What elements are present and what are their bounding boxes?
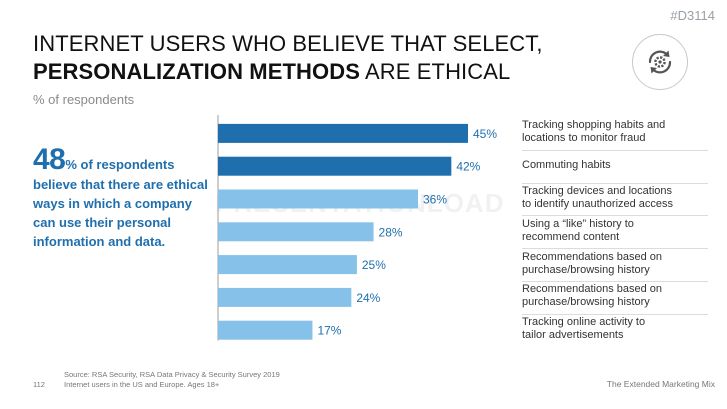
category-label-line: recommend content <box>522 230 620 243</box>
category-label-1: Tracking shopping habits and locations to… <box>522 119 712 145</box>
title-bold-part: PERSONALIZATION METHODS <box>33 59 361 84</box>
callout-text: % of respondents believe that there are … <box>33 157 208 249</box>
bar-3 <box>218 189 418 209</box>
category-label-2: Commuting habits <box>522 159 712 172</box>
category-label-line: Tracking shopping habits and <box>522 119 666 132</box>
bar-value-label-3: 36% <box>423 193 447 207</box>
category-label-4: Using a “like” history to recommend conte… <box>522 218 712 244</box>
category-label-line: Recommendations based on <box>522 283 663 296</box>
page-title: INTERNET USERS WHO BELIEVE THAT SELECT, … <box>33 30 543 86</box>
gear-refresh-icon <box>632 34 688 90</box>
title-line-2: PERSONALIZATION METHODS ARE ETHICAL <box>33 58 543 86</box>
category-separator <box>522 313 708 315</box>
category-separator <box>522 182 708 184</box>
category-label-line: locations to monitor fraud <box>522 132 646 145</box>
category-label-line: to identify unauthorized access <box>522 198 674 210</box>
bar-1 <box>218 123 468 143</box>
category-label-7: Tracking online activity to tailor advert… <box>522 316 712 342</box>
slide-code: #D3114 <box>670 8 715 23</box>
category-label-line: purchase/browsing history <box>522 263 650 276</box>
category-label-line: tailor advertisements <box>522 329 624 342</box>
bar-5 <box>218 255 357 275</box>
title-rest-part: ARE ETHICAL <box>360 59 511 84</box>
bar-value-label-2: 42% <box>456 160 480 174</box>
page-number: 112 <box>33 380 45 389</box>
category-label-line: Commuting habits <box>522 158 611 171</box>
category-label-line: Using a “like” history to <box>522 217 634 230</box>
category-label-line: Recommendations based on <box>522 250 663 263</box>
bar-value-label-7: 17% <box>317 324 341 338</box>
bar-4 <box>218 222 374 242</box>
source-line-1: Source: RSA Security, RSA Data Privacy &… <box>64 370 280 379</box>
category-separator <box>522 281 708 282</box>
callout-number: 48 <box>33 143 66 176</box>
category-label-line: Tracking devices and locations <box>522 185 673 197</box>
bar-value-label-4: 28% <box>379 225 403 239</box>
footer-title: The Extended Marketing Mix <box>606 379 715 389</box>
category-label-3: Tracking devices and locations to identif… <box>522 185 712 211</box>
bar-2 <box>218 156 452 176</box>
bar-6 <box>218 287 352 307</box>
category-label-5: Recommendations based on purchase/browsin… <box>522 251 712 277</box>
bar-value-label-1: 45% <box>473 127 497 141</box>
subtitle: % of respondents <box>33 92 135 107</box>
category-label-line: Tracking online activity to <box>522 316 646 329</box>
category-separator <box>522 149 708 151</box>
title-line-1: INTERNET USERS WHO BELIEVE THAT SELECT, <box>33 31 543 56</box>
bar-7 <box>218 320 313 340</box>
source-note: Source: RSA Security, RSA Data Privacy &… <box>64 370 280 390</box>
bar-value-label-5: 25% <box>362 258 386 272</box>
category-label-line: purchase/browsing history <box>522 296 650 309</box>
category-separator <box>522 248 708 250</box>
callout-statistic: 48% of respondents believe that there ar… <box>33 145 213 251</box>
category-label-6: Recommendations based on purchase/browsin… <box>522 283 712 309</box>
bar-value-label-6: 24% <box>356 291 380 305</box>
category-separator <box>522 215 708 217</box>
source-line-2: Internet users in the US and Europe. Age… <box>64 380 220 389</box>
